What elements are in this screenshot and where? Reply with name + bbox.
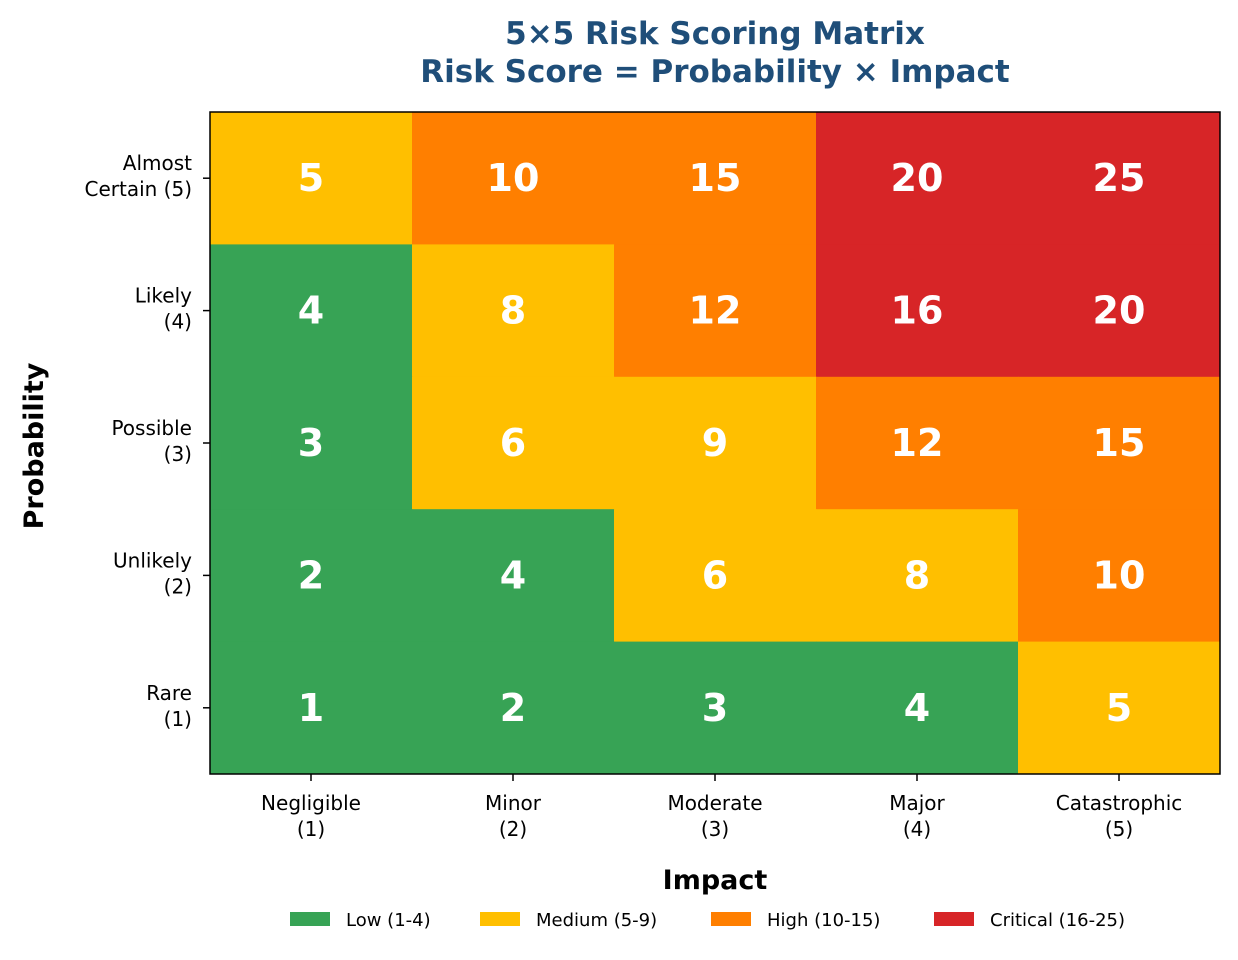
legend-label: Low (1-4) (346, 910, 431, 931)
cell-value-label: 8 (904, 553, 930, 597)
y-tick-label: Likely (135, 284, 192, 308)
y-tick-label: Unlikely (113, 548, 192, 572)
cell-value-label: 6 (500, 421, 526, 465)
x-tick-label: Catastrophic (1056, 791, 1183, 815)
cell-value-label: 5 (298, 156, 324, 200)
x-tick-label: (4) (903, 817, 931, 841)
cell-value-label: 8 (500, 289, 526, 333)
heatmap-cells (210, 112, 1221, 775)
legend-swatch (934, 912, 974, 926)
cell-value-label: 3 (702, 686, 728, 730)
legend-swatch (290, 912, 330, 926)
y-axis-title: Probability (19, 362, 50, 529)
heatmap-cell (412, 244, 615, 378)
heatmap-cell (1018, 112, 1221, 245)
x-axis-title: Impact (663, 865, 768, 896)
heatmap-cell-labels: 5 10 15 20 254 8 12 16 203 6 9 12 152 4 6 8 101 2 3 4 5 (298, 156, 1146, 730)
cell-value-label: 3 (298, 421, 324, 465)
y-tick-label: Almost (123, 151, 192, 175)
cell-value-label: 2 (500, 686, 526, 730)
y-tick-label: Certain (5) (84, 177, 192, 201)
cell-value-label: 10 (1093, 553, 1146, 597)
heatmap-cell (210, 112, 413, 245)
x-tick-label: Major (889, 791, 945, 815)
cell-value-label: 1 (298, 686, 324, 730)
cell-value-label: 10 (487, 156, 540, 200)
cell-value-label: 20 (1093, 289, 1146, 333)
y-tick-label: (4) (164, 310, 192, 334)
heatmap-cell (816, 376, 1019, 510)
legend-label: High (10-15) (767, 910, 880, 931)
cell-value-label: 5 (1106, 686, 1132, 730)
heatmap-cell (614, 509, 817, 643)
heatmap-cell (816, 244, 1019, 378)
heatmap-cell (210, 509, 413, 643)
heatmap-cell (412, 376, 615, 510)
cell-value-label: 9 (702, 421, 728, 465)
cell-value-label: 16 (891, 289, 944, 333)
cell-value-label: 4 (500, 553, 526, 597)
heatmap-cell (816, 509, 1019, 643)
y-tick-label: Possible (111, 416, 192, 440)
x-tick-label: Minor (485, 791, 542, 815)
heatmap-cell (816, 112, 1019, 245)
cell-value-label: 15 (1093, 421, 1146, 465)
cell-value-label: 2 (298, 553, 324, 597)
heatmap-cell (1018, 244, 1221, 378)
heatmap-cell (210, 376, 413, 510)
cell-value-label: 25 (1093, 156, 1146, 200)
y-tick-label: Rare (146, 681, 192, 705)
x-tick-label: (2) (499, 817, 527, 841)
heatmap-cell (1018, 376, 1221, 510)
heatmap-cell (210, 244, 413, 378)
cell-value-label: 12 (891, 421, 944, 465)
x-tick-label: (3) (701, 817, 729, 841)
heatmap-cell (1018, 641, 1221, 775)
cell-value-label: 4 (904, 686, 930, 730)
cell-value-label: 20 (891, 156, 944, 200)
y-tick-label: (2) (164, 574, 192, 598)
legend-label: Critical (16-25) (990, 910, 1125, 931)
legend-label: Medium (5-9) (536, 910, 657, 931)
cell-value-label: 15 (689, 156, 742, 200)
y-tick-label: (3) (164, 442, 192, 466)
heatmap-cell (614, 112, 817, 245)
legend: Low (1-4) Medium (5-9) High (10-15) Critica… (290, 910, 1125, 931)
legend-swatch (480, 912, 520, 926)
x-tick-label: Negligible (261, 791, 361, 815)
x-tick-label: (5) (1105, 817, 1133, 841)
heatmap-cell (1018, 509, 1221, 643)
heatmap-cell (816, 641, 1019, 775)
heatmap-cell (412, 509, 615, 643)
x-tick-label: Moderate (667, 791, 762, 815)
legend-swatch (711, 912, 751, 926)
heatmap-cell (412, 641, 615, 775)
cell-value-label: 6 (702, 553, 728, 597)
heatmap-cell (210, 641, 413, 775)
heatmap-cell (614, 244, 817, 378)
chart-title: 5×5 Risk Scoring Matrix (505, 16, 925, 52)
heatmap-cell (614, 641, 817, 775)
heatmap-cell (614, 376, 817, 510)
cell-value-label: 12 (689, 289, 742, 333)
y-tick-label: (1) (164, 707, 192, 731)
cell-value-label: 4 (298, 289, 324, 333)
x-axis-ticks: Negligible(1) Minor(2) Moderate(3) Major(4)… (261, 774, 1182, 841)
heatmap-cell (412, 112, 615, 245)
x-tick-label: (1) (297, 817, 325, 841)
chart-subtitle: Risk Score = Probability × Impact (420, 54, 1010, 90)
